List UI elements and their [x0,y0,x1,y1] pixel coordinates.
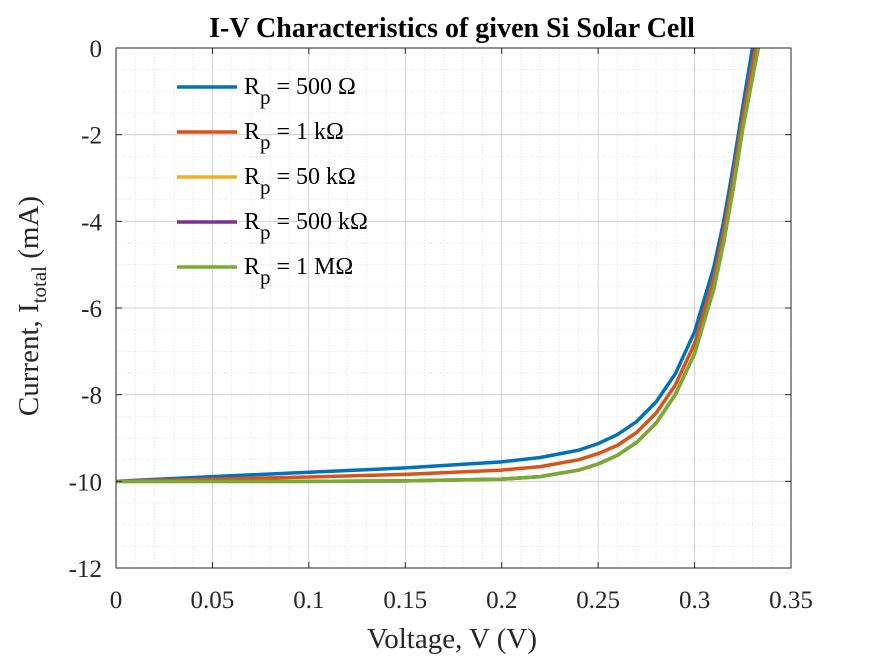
x-tick-labels: 0 0.05 0.1 0.15 0.2 0.25 0.3 0.35 [110,587,813,614]
y-axis-label-subscript: total [27,266,51,303]
legend-label-rest: = 500 kΩ [271,209,368,235]
y-tick-label: -4 [81,209,102,236]
legend-label-2: Rp = 1 kΩ [244,119,344,154]
series-line-5 [116,47,760,484]
y-axis-label-prefix: Current, I [13,303,45,416]
legend-label-rest: = 1 kΩ [271,119,344,145]
x-tick-label: 0.3 [679,587,710,614]
y-tick-label: -8 [81,383,102,410]
x-axis-label: Voltage, V (V) [367,623,537,655]
legend-label-sub: p [260,175,271,199]
legend-label-5: Rp = 1 MΩ [244,254,353,289]
legend-label-base: R [244,74,260,100]
y-tick-label: 0 [90,36,103,63]
legend-label-4: Rp = 500 kΩ [244,209,368,244]
y-tick-label: -10 [69,469,102,496]
legend-label-sub: p [260,130,271,154]
x-tick-label: 0 [110,587,123,614]
y-axis-label: Current, Itotal (mA) [13,196,51,416]
series-line-1 [115,47,755,484]
legend-label-base: R [244,119,260,145]
series-line-2 [115,47,758,484]
x-tick-label: 0.05 [191,587,235,614]
y-tick-label: -2 [81,123,102,150]
y-axis-label-suffix: (mA) [13,196,45,266]
chart-title: I-V Characteristics of given Si Solar Ce… [209,13,695,44]
legend-label-rest: = 1 MΩ [271,254,354,280]
legend-label-3: Rp = 50 kΩ [244,164,356,199]
legend-label-base: R [244,209,260,235]
y-tick-label: -12 [69,556,102,583]
x-tick-label: 0.35 [769,587,813,614]
legend-label-base: R [244,164,260,190]
tick-marks [115,47,792,569]
legend-label-sub: p [260,220,271,244]
y-tick-label: -6 [81,296,102,323]
x-tick-label: 0.1 [293,587,324,614]
x-tick-label: 0.15 [383,587,427,614]
legend-label-rest: = 500 Ω [271,74,356,100]
y-tick-labels: 0 -2 -4 -6 -8 -10 -12 [69,36,103,583]
legend-label-rest: = 50 kΩ [271,164,356,190]
legend-label-sub: p [260,85,271,109]
series-lines [115,47,760,484]
x-tick-label: 0.25 [576,587,620,614]
legend-label-base: R [244,254,260,280]
x-tick-label: 0.2 [486,587,517,614]
legend-label-1: Rp = 500 Ω [244,74,356,109]
legend-label-sub: p [260,265,271,289]
